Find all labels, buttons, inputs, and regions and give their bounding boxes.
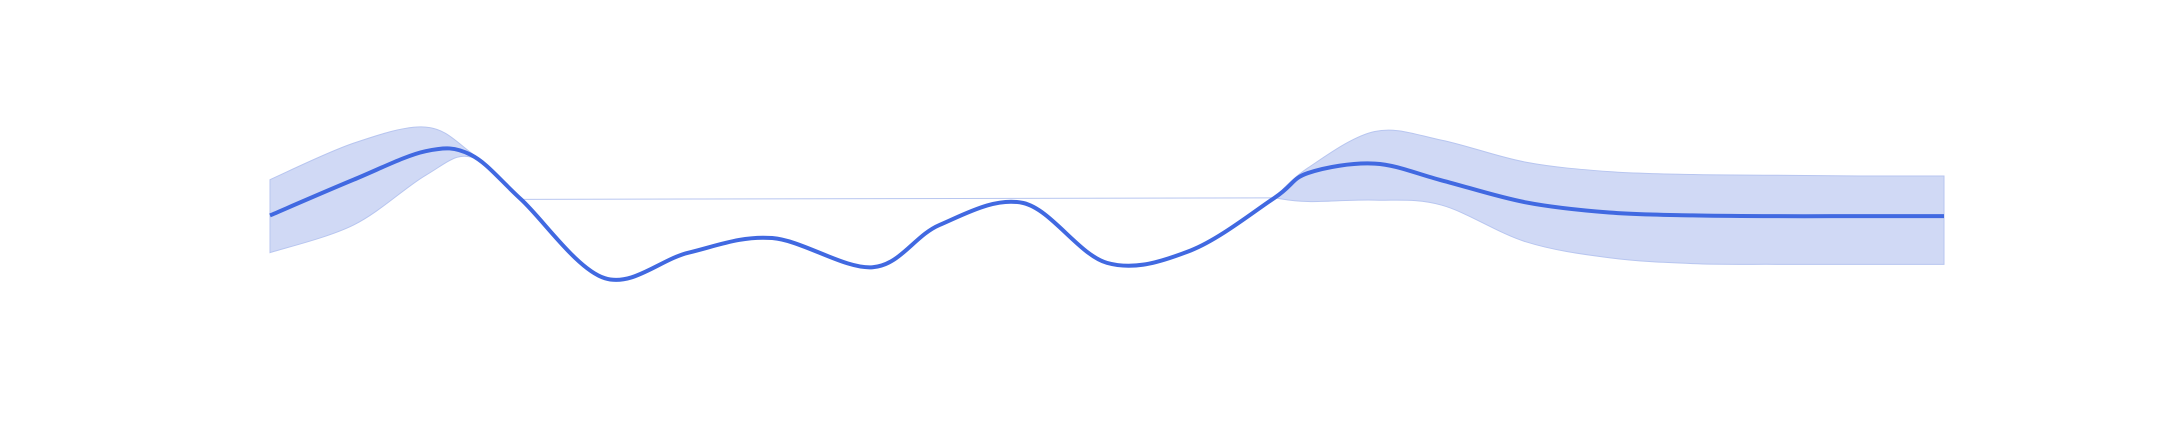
confidence-band-1 <box>269 126 522 254</box>
plot-area <box>269 126 1945 282</box>
confidence-band-3 <box>1273 129 1945 265</box>
confidence-band-2 <box>521 197 1275 200</box>
mean-line <box>269 146 1944 282</box>
